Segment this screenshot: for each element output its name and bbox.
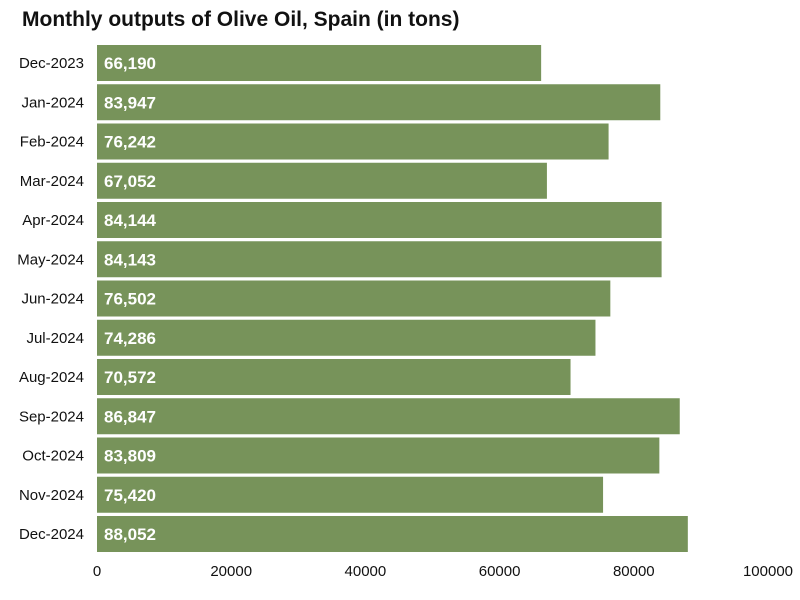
value-label: 75,420	[104, 486, 156, 505]
bar	[97, 319, 596, 356]
category-label: Jun-2024	[21, 291, 84, 308]
x-tick-label: 60000	[479, 563, 521, 580]
chart-title: Monthly outputs of Olive Oil, Spain (in …	[22, 8, 460, 31]
category-label: Feb-2024	[20, 134, 84, 151]
category-label: Sep-2024	[19, 408, 84, 425]
value-label: 74,286	[104, 329, 156, 348]
value-label: 88,052	[104, 525, 156, 544]
category-label: May-2024	[17, 251, 84, 268]
category-label: Jul-2024	[26, 330, 84, 347]
category-label: Dec-2024	[19, 526, 84, 543]
bar	[97, 241, 662, 278]
value-label: 84,144	[104, 211, 157, 230]
value-label: 76,242	[104, 133, 156, 152]
category-label: Dec-2023	[19, 55, 84, 72]
value-label: 83,809	[104, 447, 156, 466]
category-label: Mar-2024	[20, 173, 84, 190]
bar	[97, 202, 662, 238]
bar	[97, 45, 542, 81]
value-label: 70,572	[104, 368, 156, 387]
bar	[97, 123, 609, 160]
category-label: Aug-2024	[19, 369, 84, 386]
value-label: 83,947	[104, 93, 156, 112]
x-tick-label: 0	[93, 563, 101, 580]
bar	[97, 437, 660, 474]
bar	[97, 398, 680, 435]
category-label: Jan-2024	[21, 94, 84, 111]
bar	[97, 84, 661, 121]
bar	[97, 516, 688, 552]
bar	[97, 476, 604, 513]
category-label: Apr-2024	[22, 212, 84, 229]
bar	[97, 280, 611, 317]
x-tick-label: 40000	[345, 563, 387, 580]
value-label: 84,143	[104, 250, 156, 269]
value-label: 67,052	[104, 172, 156, 191]
category-label: Nov-2024	[19, 487, 84, 504]
value-label: 66,190	[104, 54, 156, 73]
x-tick-label: 80000	[613, 563, 655, 580]
value-label: 86,847	[104, 407, 156, 426]
category-label: Oct-2024	[22, 448, 84, 465]
x-tick-label: 100000	[743, 563, 793, 580]
value-label: 76,502	[104, 290, 156, 309]
bar	[97, 359, 571, 395]
x-tick-label: 20000	[210, 563, 252, 580]
bar	[97, 162, 547, 199]
